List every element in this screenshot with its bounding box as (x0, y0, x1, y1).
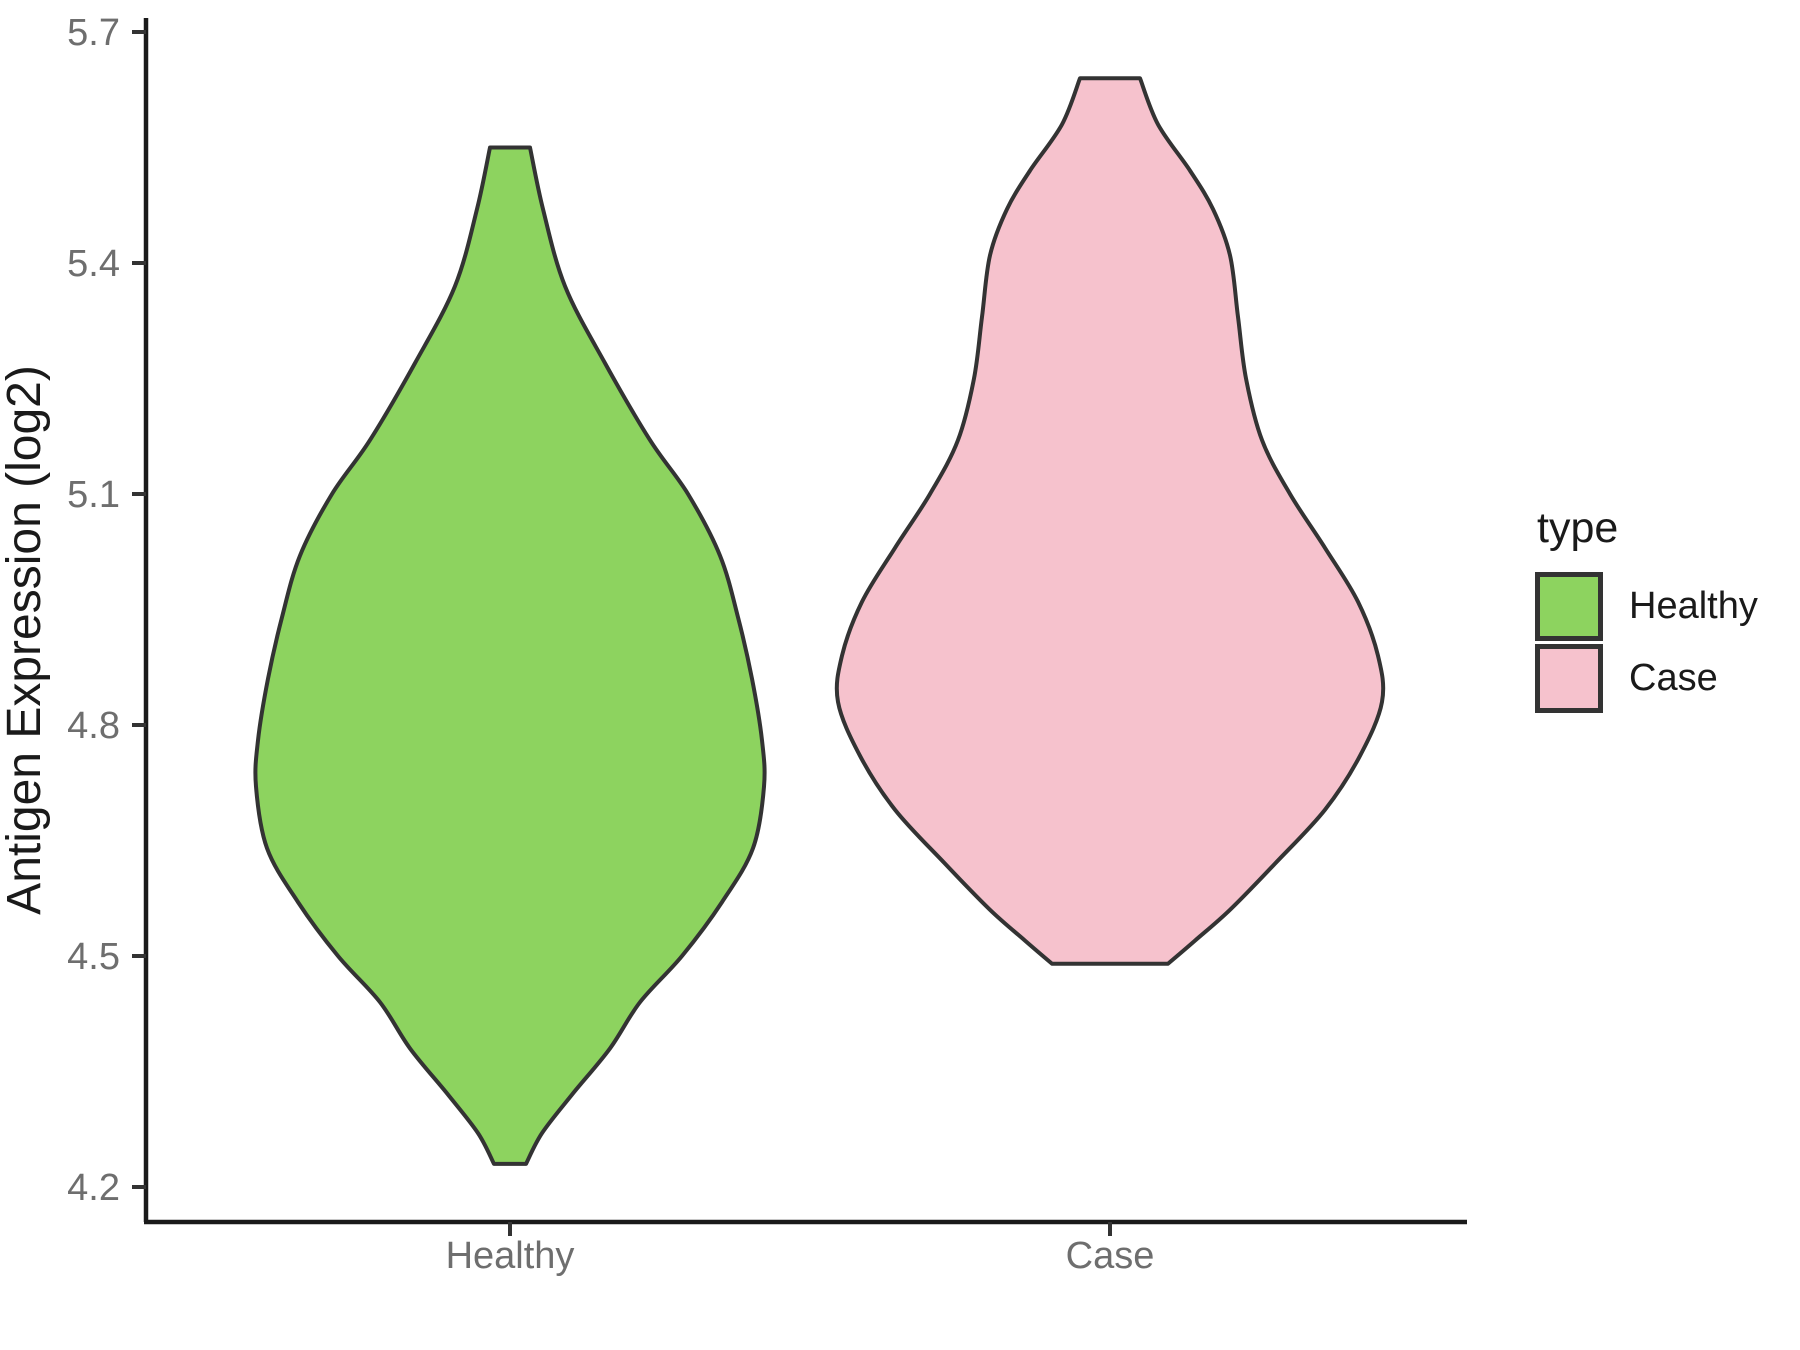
violin-shape-healthy (253, 145, 767, 1166)
y-tick-label: 5.1 (67, 474, 120, 516)
violin-shape-case (834, 76, 1386, 966)
legend-item-case: Case (1535, 644, 1758, 714)
y-tick-label: 4.5 (67, 936, 120, 978)
legend-title: type (1537, 504, 1619, 552)
violins-group (253, 76, 1386, 1166)
y-axis-title: Antigen Expression (log2) (0, 365, 51, 915)
y-tick-label: 5.4 (67, 243, 120, 285)
axes-group (132, 18, 1467, 1236)
x-tick-label-case: Case (1066, 1235, 1155, 1277)
legend-items: Healthy Case (1535, 572, 1758, 714)
x-tick-label-healthy: Healthy (446, 1235, 575, 1277)
y-tick-label: 4.2 (67, 1167, 120, 1209)
y-tick-label: 5.7 (67, 12, 120, 54)
legend-swatch-healthy (1535, 572, 1603, 642)
legend: type Healthy Case (1535, 504, 1758, 716)
tick-labels-group: 5.7 5.4 5.1 4.8 4.5 4.2 Healthy Case (67, 12, 1154, 1277)
legend-label: Healthy (1629, 585, 1758, 628)
legend-swatch-case (1535, 644, 1603, 714)
y-tick-label: 4.8 (67, 705, 120, 747)
legend-item-healthy: Healthy (1535, 572, 1758, 642)
legend-label: Case (1629, 657, 1718, 700)
